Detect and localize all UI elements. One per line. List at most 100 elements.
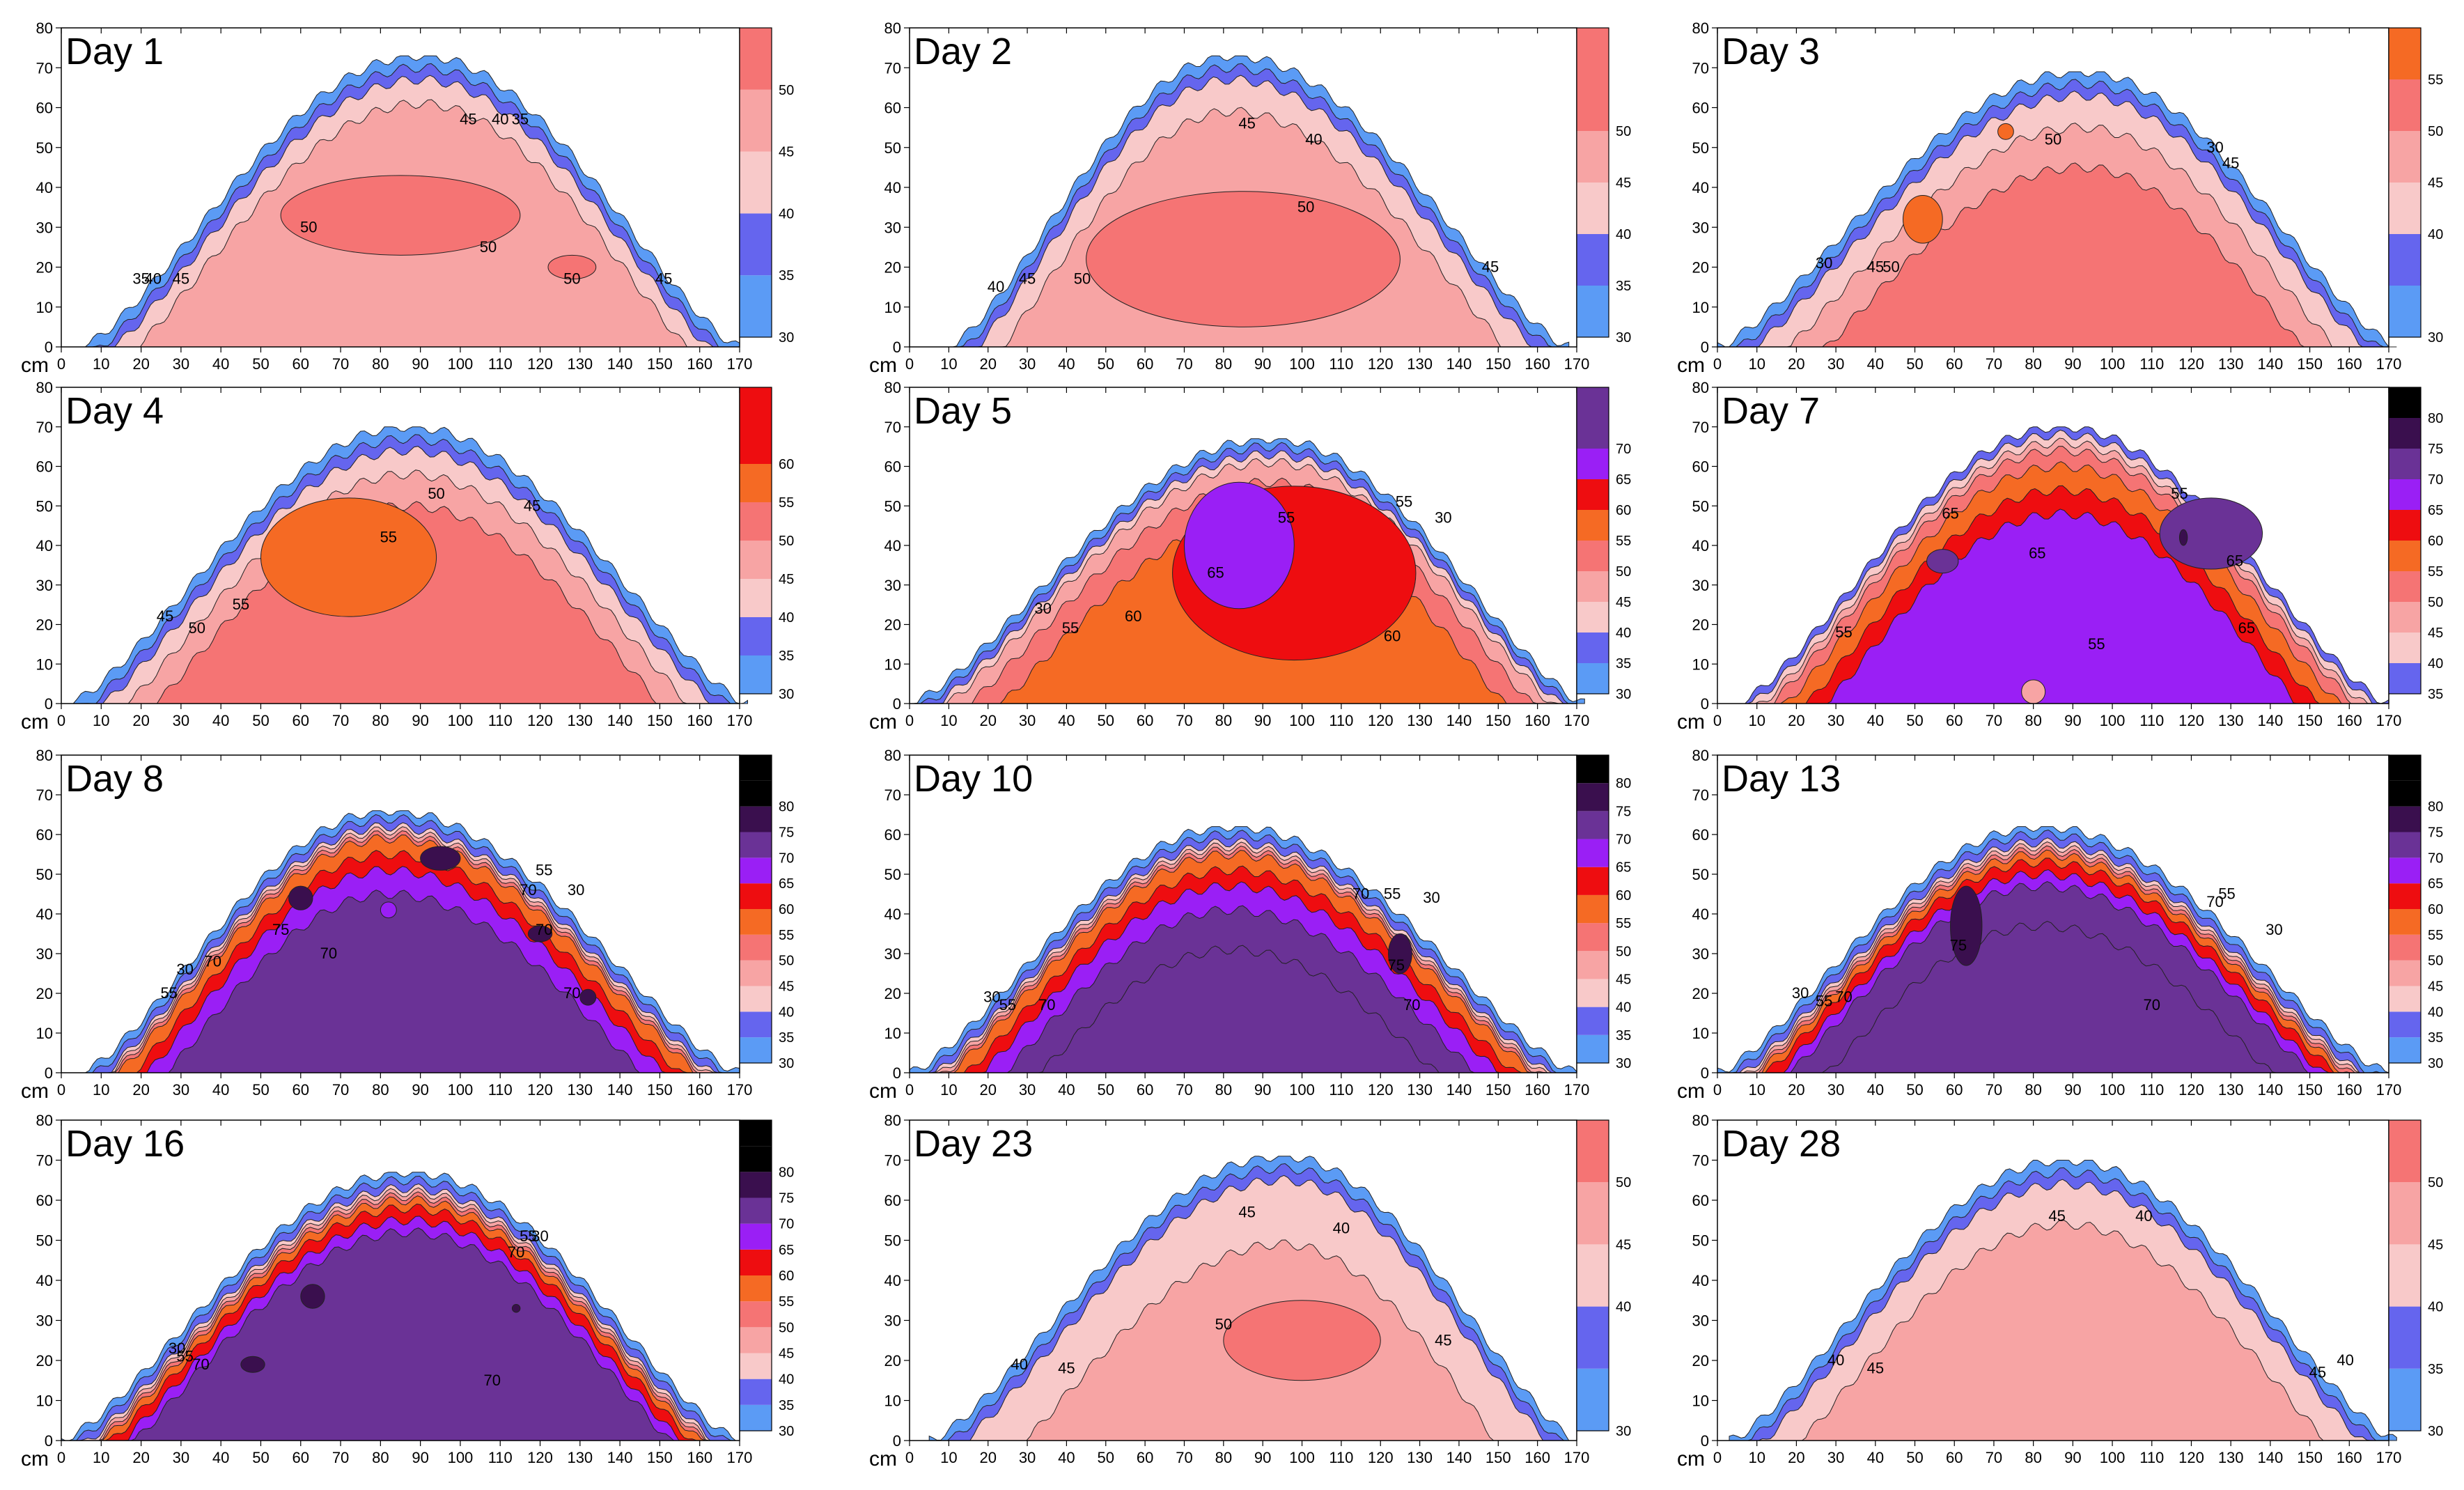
axis-unit-label: cm <box>21 711 49 734</box>
x-tick-label: 120 <box>527 355 553 373</box>
x-tick-label: 150 <box>647 1449 673 1466</box>
y-tick-label: 30 <box>1692 1312 1709 1330</box>
colorbar-tick-label: 60 <box>2428 902 2443 917</box>
y-tick-label: 80 <box>1692 1112 1709 1129</box>
contour-panel-12: 0 10 20 30 40 50 60 70 80 90 100 110 120 130 140 150 160… <box>1677 1112 2443 1470</box>
x-tick-label: 60 <box>1137 712 1153 729</box>
colorbar-tick-label: 35 <box>779 649 794 664</box>
contour-label: 55 <box>233 596 249 613</box>
contour-region-55 <box>260 497 437 617</box>
x-tick-label: 20 <box>979 1081 996 1099</box>
colorbar-tick-label: 80 <box>779 1165 794 1180</box>
y-tick-label: 40 <box>36 537 53 554</box>
x-tick-label: 160 <box>687 1449 712 1466</box>
colorbar-swatch <box>2389 602 2421 633</box>
axis-unit-label: cm <box>869 354 897 377</box>
y-tick-label: 30 <box>36 219 53 236</box>
x-tick-label: 70 <box>332 1449 349 1466</box>
x-tick-label: 160 <box>2337 712 2362 729</box>
y-tick-label: 10 <box>884 299 901 316</box>
contour-panel-7: 0 10 20 30 40 50 60 70 80 90 100 110 120 130 140 150 160… <box>21 747 794 1103</box>
x-tick-label: 70 <box>1176 1081 1192 1099</box>
colorbar-tick-label: 70 <box>779 1217 794 1232</box>
x-tick-label: 110 <box>1329 712 1353 729</box>
colorbar-tick-label: 35 <box>779 1398 794 1413</box>
contour-label: 55 <box>160 984 177 1002</box>
x-tick-label: 140 <box>607 355 633 373</box>
y-tick-label: 70 <box>1692 1152 1709 1170</box>
y-tick-label: 10 <box>884 1392 901 1410</box>
x-tick-label: 80 <box>1215 712 1232 729</box>
colorbar-tick-label: 65 <box>779 1243 794 1258</box>
colorbar-swatch <box>1577 28 1609 79</box>
colorbar-swatch <box>2389 1244 2421 1307</box>
colorbar-tick-label: 70 <box>2428 851 2443 866</box>
y-tick-label: 80 <box>1692 20 1709 37</box>
x-tick-label: 60 <box>1946 1449 1963 1466</box>
x-tick-label: 170 <box>727 1081 753 1099</box>
colorbar-tick-label: 40 <box>779 1004 794 1020</box>
x-tick-label: 10 <box>940 355 957 373</box>
contour-panel-1: 0 10 20 30 40 50 60 70 80 90 100 110 120 130 140 150 160… <box>21 20 794 377</box>
contour-region-50 <box>280 175 521 256</box>
colorbar-tick-label: 50 <box>779 954 794 969</box>
contour-label: 50 <box>1074 270 1091 288</box>
contour-band-70 <box>156 890 664 1073</box>
y-tick-label: 30 <box>1692 945 1709 963</box>
y-tick-label: 0 <box>1701 1064 1709 1082</box>
contour-region-75 <box>2178 529 2188 546</box>
x-tick-label: 90 <box>1254 1449 1271 1466</box>
axis-unit-label: cm <box>1677 1448 1705 1470</box>
contour-band-70 <box>115 1227 686 1441</box>
contour-label: 70 <box>204 952 221 970</box>
x-tick-label: 120 <box>1368 1449 1394 1466</box>
colorbar-tick-label: 45 <box>1616 972 1631 987</box>
x-tick-label: 160 <box>2337 355 2362 373</box>
contour-label: 30 <box>1034 600 1051 617</box>
contour-label: 50 <box>428 485 444 502</box>
contour-label: 45 <box>2048 1207 2065 1225</box>
contour-region-65 <box>1183 481 1295 610</box>
contour-label: 45 <box>2222 155 2239 172</box>
x-tick-label: 140 <box>1447 355 1472 373</box>
x-tick-label: 100 <box>448 355 474 373</box>
x-tick-label: 80 <box>372 1081 389 1099</box>
x-tick-label: 110 <box>1329 1449 1353 1466</box>
x-tick-label: 50 <box>252 355 269 373</box>
colorbar-swatch <box>740 883 772 909</box>
contour-label: 35 <box>512 111 529 128</box>
contour-label: 40 <box>1827 1351 1844 1369</box>
x-tick-label: 140 <box>2258 1449 2284 1466</box>
contour-label: 45 <box>1435 1331 1451 1349</box>
x-tick-label: 90 <box>412 355 428 373</box>
y-tick-label: 0 <box>45 1064 53 1082</box>
y-tick-label: 10 <box>1692 1025 1709 1042</box>
x-tick-label: 100 <box>448 712 474 729</box>
y-tick-label: 20 <box>36 1352 53 1369</box>
day-title: Day 1 <box>65 31 164 72</box>
colorbar-swatch <box>740 541 772 579</box>
colorbar-swatch <box>2389 832 2421 858</box>
colorbar-tick-label: 80 <box>779 800 794 815</box>
x-tick-label: 90 <box>412 712 428 729</box>
x-tick-label: 80 <box>2025 1449 2041 1466</box>
x-tick-label: 150 <box>1486 1449 1511 1466</box>
colorbar-swatch <box>740 617 772 655</box>
colorbar-swatch <box>740 1146 772 1172</box>
colorbar-frame <box>1576 27 1609 338</box>
colorbar-tick-label: 55 <box>2428 564 2443 580</box>
colorbar-swatch <box>2389 934 2421 961</box>
day-title: Day 8 <box>65 758 164 800</box>
y-tick-label: 60 <box>36 826 53 844</box>
x-tick-label: 0 <box>57 712 65 729</box>
y-tick-label: 40 <box>884 1272 901 1289</box>
colorbar-swatch <box>2389 28 2421 79</box>
x-tick-label: 140 <box>2258 1081 2284 1099</box>
y-tick-label: 30 <box>36 1312 53 1330</box>
colorbar-tick-label: 50 <box>2428 954 2443 969</box>
y-tick-label: 80 <box>884 379 901 396</box>
y-tick-label: 30 <box>884 577 901 594</box>
colorbar-tick-label: 50 <box>779 83 794 98</box>
colorbar-swatch <box>1577 783 1609 812</box>
colorbar-tick-label: 35 <box>2428 687 2443 702</box>
